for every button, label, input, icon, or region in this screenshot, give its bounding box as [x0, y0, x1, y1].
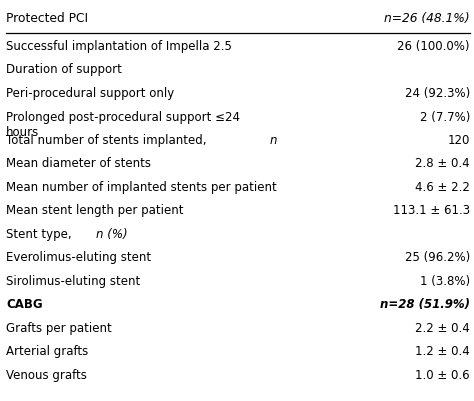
Text: 113.1 ± 61.3: 113.1 ± 61.3: [393, 204, 470, 217]
Text: 120: 120: [447, 134, 470, 147]
Text: Mean stent length per patient: Mean stent length per patient: [6, 204, 183, 217]
Text: Prolonged post-procedural support ≤24
hours: Prolonged post-procedural support ≤24 ho…: [6, 110, 240, 138]
Text: 2 (7.7%): 2 (7.7%): [419, 110, 470, 123]
Text: Venous grafts: Venous grafts: [6, 368, 87, 381]
Text: 26 (100.0%): 26 (100.0%): [398, 40, 470, 53]
Text: 1.2 ± 0.4: 1.2 ± 0.4: [415, 344, 470, 358]
Text: Duration of support: Duration of support: [6, 63, 122, 76]
Text: Mean number of implanted stents per patient: Mean number of implanted stents per pati…: [6, 180, 277, 194]
Text: n=26 (48.1%): n=26 (48.1%): [384, 12, 470, 25]
Text: 2.2 ± 0.4: 2.2 ± 0.4: [415, 321, 470, 334]
Text: n: n: [270, 134, 277, 147]
Text: Grafts per patient: Grafts per patient: [6, 321, 112, 334]
Text: Protected PCI: Protected PCI: [6, 12, 88, 25]
Text: n (%): n (%): [96, 227, 127, 241]
Text: Everolimus-eluting stent: Everolimus-eluting stent: [6, 251, 151, 264]
Text: n=28 (51.9%): n=28 (51.9%): [380, 298, 470, 311]
Text: Successful implantation of Impella 2.5: Successful implantation of Impella 2.5: [6, 40, 232, 53]
Text: 1 (3.8%): 1 (3.8%): [420, 274, 470, 287]
Text: 25 (96.2%): 25 (96.2%): [405, 251, 470, 264]
Text: Total number of stents implanted,: Total number of stents implanted,: [6, 134, 210, 147]
Text: Arterial grafts: Arterial grafts: [6, 344, 88, 358]
Text: 1.0 ± 0.6: 1.0 ± 0.6: [415, 368, 470, 381]
Text: Stent type,: Stent type,: [6, 227, 75, 241]
Text: 24 (92.3%): 24 (92.3%): [405, 87, 470, 100]
Text: 4.6 ± 2.2: 4.6 ± 2.2: [415, 180, 470, 194]
Text: CABG: CABG: [6, 298, 43, 311]
Text: Sirolimus-eluting stent: Sirolimus-eluting stent: [6, 274, 140, 287]
Text: Mean diameter of stents: Mean diameter of stents: [6, 157, 151, 170]
Text: 2.8 ± 0.4: 2.8 ± 0.4: [415, 157, 470, 170]
Text: Peri-procedural support only: Peri-procedural support only: [6, 87, 174, 100]
